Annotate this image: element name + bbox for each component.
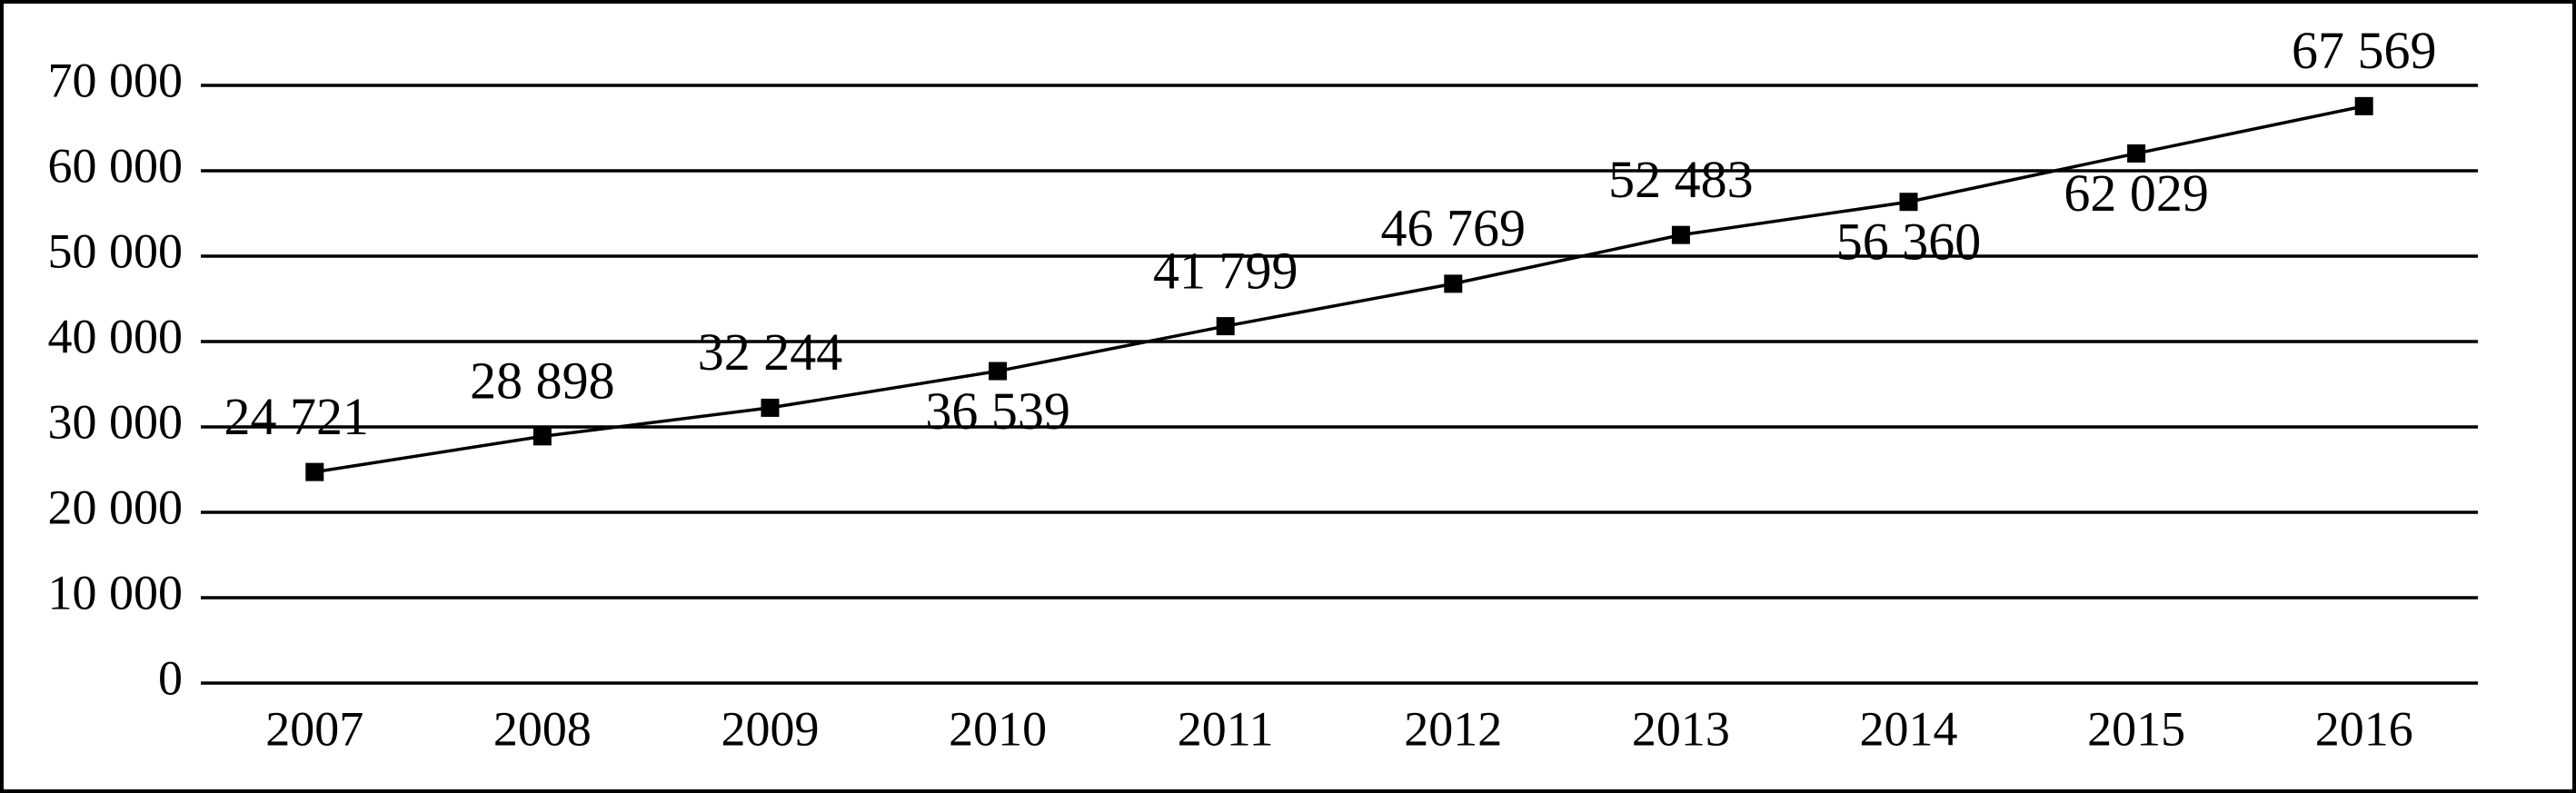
marker	[761, 398, 780, 417]
data-label: 67 569	[2292, 21, 2437, 80]
y-tick-label: 20 000	[48, 480, 184, 534]
x-tick-label: 2016	[2315, 701, 2413, 756]
y-tick-label: 50 000	[48, 223, 184, 278]
y-tick-label: 0	[158, 650, 183, 705]
marker	[532, 427, 552, 446]
data-label: 46 769	[1381, 199, 1527, 258]
data-label: 32 244	[698, 322, 843, 382]
x-tick-label: 2013	[1632, 701, 1730, 756]
x-tick-label: 2015	[2087, 701, 2185, 756]
data-label: 28 898	[470, 352, 615, 411]
line	[314, 104, 2365, 474]
marker	[989, 362, 1008, 381]
data-label: 41 799	[1153, 241, 1298, 300]
marker	[2127, 144, 2146, 163]
x-tick-label: 2009	[721, 701, 820, 756]
marker	[1444, 274, 1463, 293]
marker	[1899, 193, 1918, 212]
data-label: 24 721	[224, 387, 370, 446]
marker	[1671, 225, 1690, 244]
x-tick-label: 2008	[493, 701, 592, 756]
x-tick-label: 2012	[1404, 701, 1502, 756]
data-label: 36 539	[925, 382, 1070, 441]
y-tick-label: 60 000	[48, 138, 184, 193]
marker	[2354, 96, 2373, 115]
marker	[305, 462, 324, 481]
data-label: 52 483	[1608, 150, 1754, 209]
y-tick-label: 40 000	[48, 309, 184, 363]
data-label: 62 029	[2064, 164, 2209, 223]
y-tick-label: 10 000	[48, 565, 184, 620]
y-tick-label: 70 000	[48, 53, 184, 107]
x-tick-label: 2010	[949, 701, 1047, 756]
x-tick-label: 2011	[1178, 701, 1274, 756]
data-label: 56 360	[1836, 213, 1982, 272]
x-tick-label: 2007	[265, 701, 363, 756]
marker	[1216, 317, 1235, 336]
x-tick-label: 2014	[1860, 701, 1958, 756]
y-tick-label: 30 000	[48, 394, 184, 449]
